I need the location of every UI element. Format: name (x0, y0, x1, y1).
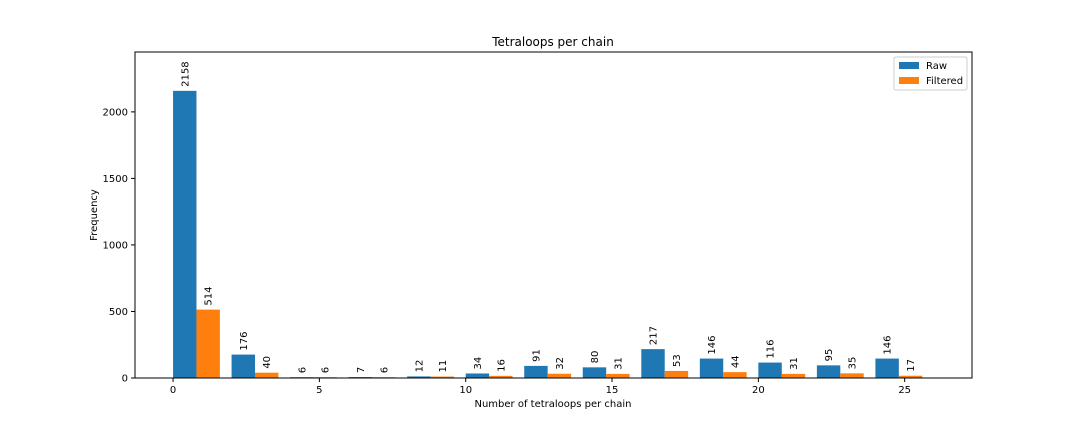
bar-value-label-raw: 7 (356, 367, 367, 373)
bar-raw (582, 367, 607, 378)
bar-value-label-filtered: 6 (321, 367, 332, 373)
x-axis-label: Number of tetraloops per chain (474, 399, 631, 410)
bar-filtered (723, 372, 747, 378)
bar-filtered (254, 372, 279, 378)
y-tick-label: 500 (109, 307, 128, 318)
y-tick-label: 2000 (103, 107, 128, 118)
bar-filtered (840, 373, 864, 378)
legend-label-filtered: Filtered (926, 76, 963, 87)
x-tick-label: 15 (606, 385, 619, 396)
bar-value-label-filtered: 6 (379, 367, 390, 373)
bar-value-label-raw: 146 (883, 335, 894, 354)
legend-swatch-filtered (899, 77, 919, 84)
bar-value-label-raw: 95 (824, 349, 835, 362)
bar-filtered (196, 309, 220, 378)
bar-value-label-filtered: 31 (789, 357, 800, 370)
chart-title: Tetraloops per chain (491, 35, 614, 49)
bar-raw (465, 373, 490, 378)
bar-filtered (547, 373, 572, 378)
bar-filtered (489, 375, 513, 378)
bar-value-label-raw: 146 (707, 335, 718, 354)
x-tick-label: 10 (459, 385, 472, 396)
bar-labels: 2158 176 6 7 12 34 91 80 217 146 116 95 146 514 40 6 6 11… (180, 61, 917, 373)
bar-raw (758, 362, 782, 378)
bar-filtered (606, 373, 630, 378)
bar-raw (641, 349, 665, 378)
bar-value-label-raw: 12 (414, 360, 425, 373)
bar-filtered (664, 370, 689, 378)
bar-value-label-filtered: 44 (730, 355, 741, 368)
legend-swatch-raw (899, 62, 919, 69)
bar-raw (231, 354, 255, 378)
bar-value-label-raw: 217 (649, 326, 660, 345)
bar-value-label-raw: 80 (590, 351, 601, 364)
bar-raw (407, 376, 431, 378)
bar-value-label-filtered: 53 (672, 354, 683, 367)
bar-raw (524, 365, 548, 378)
bar-value-label-raw: 2158 (180, 61, 191, 86)
bar-value-label-filtered: 11 (438, 360, 449, 373)
bar-filtered (898, 375, 923, 378)
bar-value-label-raw: 176 (239, 331, 250, 350)
bar-value-label-filtered: 31 (613, 357, 624, 370)
bar-value-label-raw: 116 (766, 339, 777, 358)
bar-filtered (430, 376, 454, 378)
plot-frame (134, 51, 973, 379)
x-tick-label: 0 (170, 385, 176, 396)
bar-value-label-raw: 34 (473, 357, 484, 370)
bar-raw (875, 358, 899, 378)
bar-raw (699, 358, 724, 378)
x-tick-label: 20 (752, 385, 765, 396)
y-tick-label: 1500 (103, 174, 128, 185)
bar-raw (173, 90, 197, 378)
bar-value-label-filtered: 32 (555, 357, 566, 370)
x-tick-label: 25 (898, 385, 911, 396)
legend-label-raw: Raw (926, 61, 947, 72)
bars (173, 90, 923, 378)
x-axis: 0 5 10 15 20 25 (170, 378, 911, 396)
bar-value-label-filtered: 16 (496, 359, 507, 372)
bar-value-label-raw: 6 (297, 367, 308, 373)
bar-value-label-filtered: 35 (848, 357, 859, 370)
bar-value-label-raw: 91 (531, 349, 542, 362)
x-tick-label: 5 (316, 385, 322, 396)
bar-filtered (781, 373, 806, 378)
y-tick-label: 0 (122, 374, 128, 385)
bar-value-label-filtered: 514 (204, 287, 215, 306)
y-tick-label: 1000 (103, 240, 128, 251)
bar-raw (816, 365, 841, 378)
y-axis-label: Frequency (89, 189, 100, 241)
bar-value-label-filtered: 40 (262, 356, 273, 369)
y-axis: 0 500 1000 1500 2000 (103, 107, 135, 385)
legend: Raw Filtered (893, 56, 968, 91)
bar-value-label-filtered: 17 (906, 359, 917, 372)
